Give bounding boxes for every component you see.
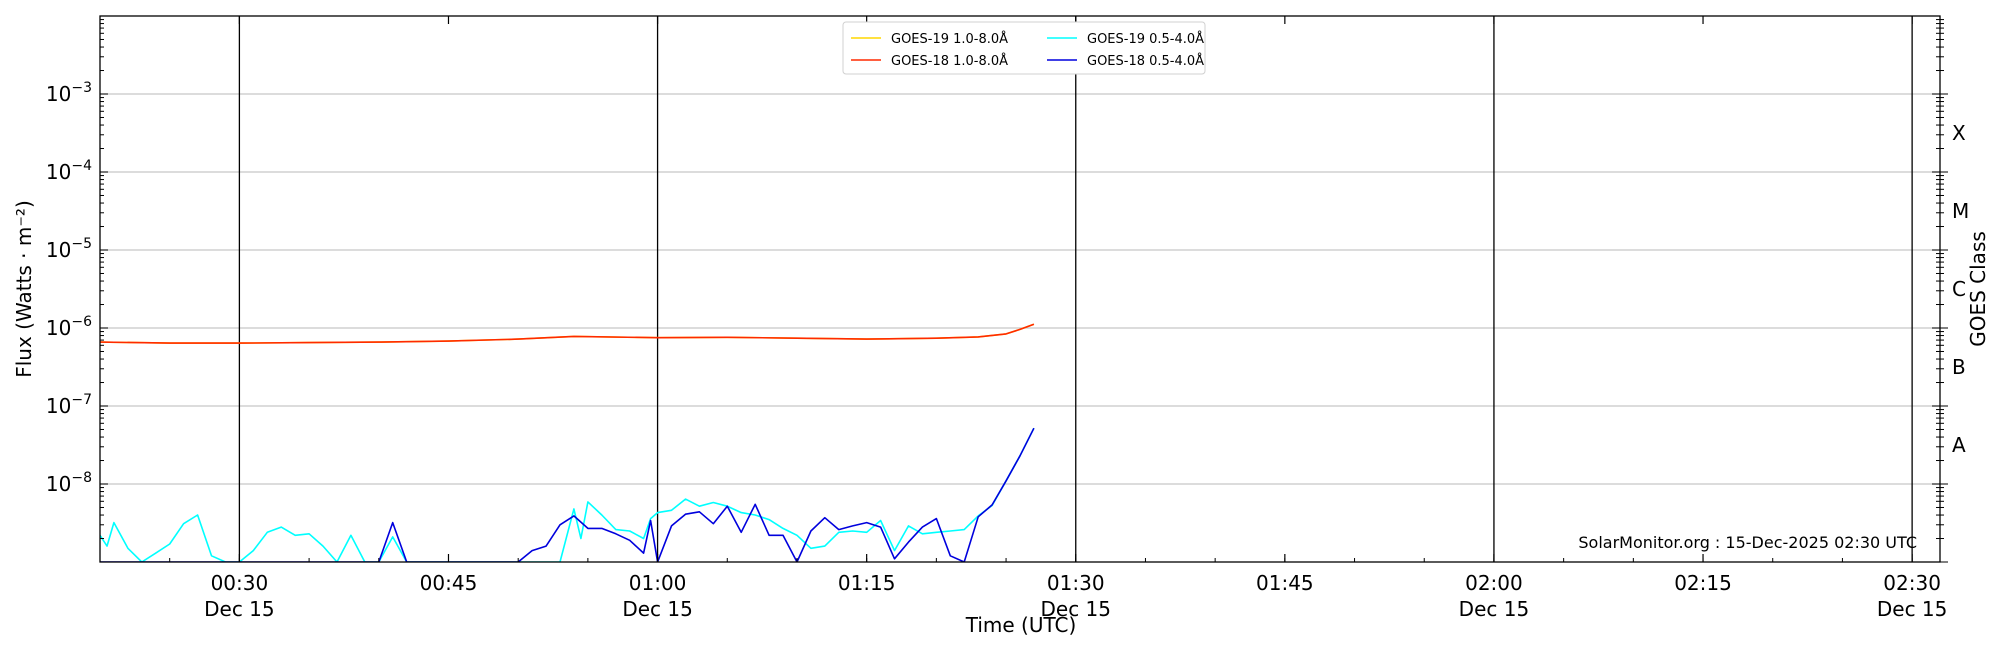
horizontal-grid xyxy=(100,93,1940,485)
goes-class-m: M xyxy=(1952,199,1969,223)
vertical-grid xyxy=(238,16,1913,562)
legend-entry: GOES-19 0.5-4.0Å xyxy=(1087,31,1204,47)
goes-class-labels: A B C M X xyxy=(1952,121,1969,457)
goes-class-x: X xyxy=(1952,121,1966,145)
source-annotation: SolarMonitor.org : 15-Dec-2025 02:30 UTC xyxy=(1578,533,1917,552)
y-tick-label: 10−3 xyxy=(46,80,92,106)
x-tick-label: 02:00 xyxy=(1465,571,1523,595)
x-tick-label: 02:30 xyxy=(1883,571,1941,595)
x-tick-label: 02:15 xyxy=(1674,571,1732,595)
x-tick-label: 01:45 xyxy=(1256,571,1314,595)
x-tick-date-label: Dec 15 xyxy=(1040,597,1111,621)
x-tick-label: 01:30 xyxy=(1047,571,1105,595)
legend-entry: GOES-18 1.0-8.0Å xyxy=(891,53,1008,69)
x-tick-label: 01:15 xyxy=(838,571,896,595)
y-tick-label: 10−5 xyxy=(46,236,92,262)
y-tick-label: 10−7 xyxy=(46,392,92,418)
series-line-goes-18-0-5-4-0 xyxy=(100,427,1035,562)
goes-class-b: B xyxy=(1952,355,1966,379)
y-tick-label: 10−4 xyxy=(46,158,92,184)
series-line-goes-19-0-5-4-0 xyxy=(100,427,1035,562)
goes-class-a: A xyxy=(1952,433,1966,457)
x-tick-date-label: Dec 15 xyxy=(622,597,693,621)
legend-box xyxy=(842,21,1206,75)
x-axis-label: Time (UTC) xyxy=(965,613,1077,637)
y-axis-ticks: 10−8 10−7 10−6 10−5 10−4 10−3 xyxy=(46,19,1948,563)
legend-entry: GOES-19 1.0-8.0Å xyxy=(891,31,1008,47)
plot-frame xyxy=(99,15,1941,563)
legend-entry: GOES-18 0.5-4.0Å xyxy=(1087,53,1204,69)
series-line-goes-19-1-0-8-0 xyxy=(100,323,1035,344)
y-tick-label: 10−8 xyxy=(46,470,92,496)
y-tick-label: 10−6 xyxy=(46,314,92,340)
x-tick-label: 00:45 xyxy=(420,571,478,595)
x-tick-date-label: Dec 15 xyxy=(1459,597,1530,621)
y-axis-label: Flux (Watts · m⁻²) xyxy=(12,200,36,378)
x-tick-date-label: Dec 15 xyxy=(204,597,275,621)
legend: GOES-19 1.0-8.0Å GOES-18 1.0-8.0Å GOES-19 … xyxy=(842,21,1206,75)
x-tick-date-label: Dec 15 xyxy=(1877,597,1948,621)
goes-class-c: C xyxy=(1952,277,1966,301)
series-line-goes-18-1-0-8-0 xyxy=(100,323,1035,344)
x-tick-label: 01:00 xyxy=(629,571,687,595)
axes-frame xyxy=(99,15,1941,563)
right-axis-label: GOES Class xyxy=(1966,231,1990,347)
series-layer xyxy=(100,323,1035,562)
x-tick-label: 00:30 xyxy=(211,571,269,595)
